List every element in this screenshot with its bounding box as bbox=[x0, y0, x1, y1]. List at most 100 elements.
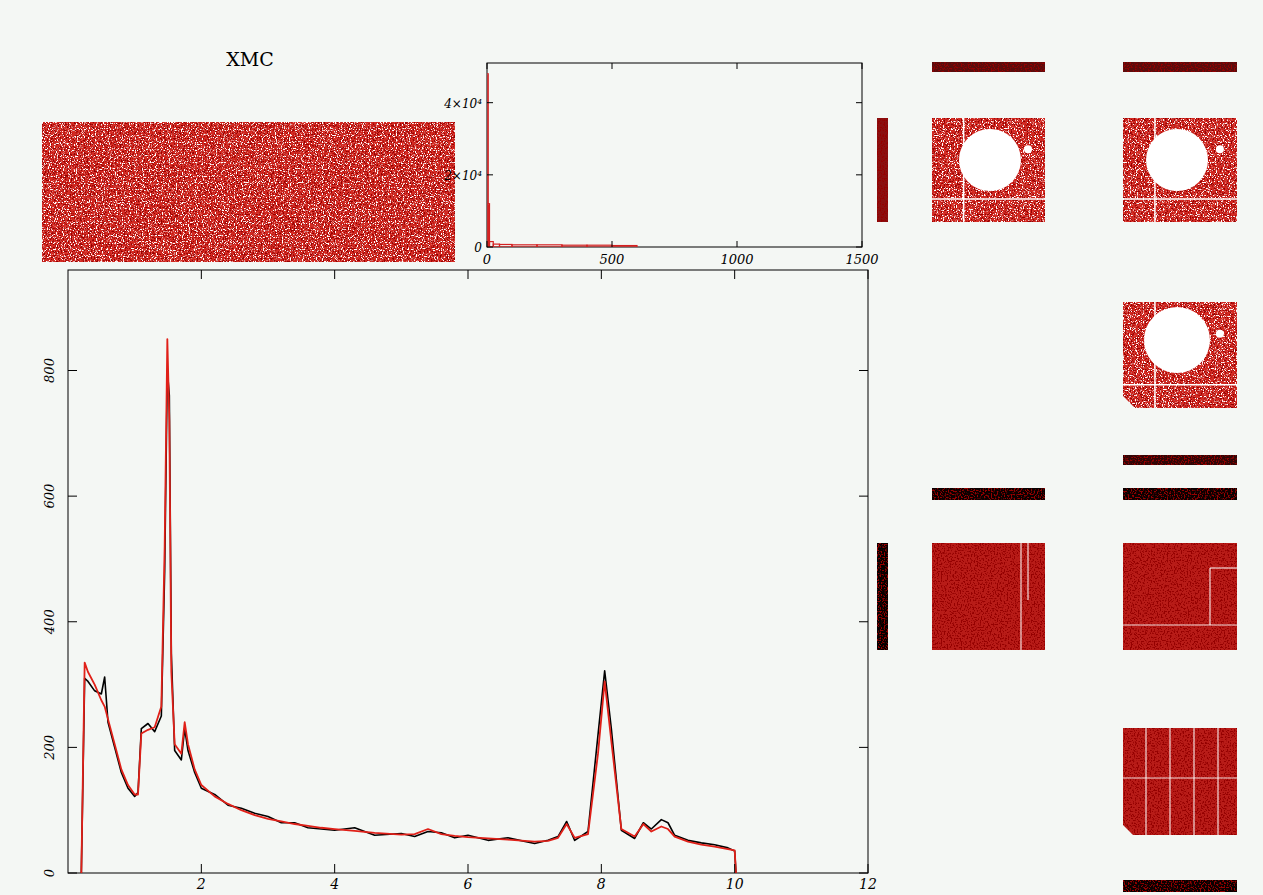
x-tick-label: 10 bbox=[726, 876, 744, 892]
image-noise-dark bbox=[932, 488, 1045, 500]
x-tick bbox=[334, 864, 335, 873]
ccd-image bbox=[1123, 543, 1237, 650]
y-tick-label: 200 bbox=[42, 735, 57, 761]
image-base bbox=[932, 543, 1045, 650]
ccd-gap bbox=[1123, 198, 1237, 200]
y-tick bbox=[68, 370, 77, 371]
y-tick bbox=[68, 496, 77, 497]
y-tick bbox=[487, 174, 493, 175]
image-noise-dark bbox=[932, 62, 1045, 72]
ccd-hole bbox=[1144, 307, 1210, 373]
histogram-bar bbox=[488, 204, 489, 247]
image-noise-dark bbox=[1123, 880, 1237, 892]
spectrum-lines bbox=[81, 339, 736, 873]
data-line bbox=[81, 371, 736, 874]
ccd-gap bbox=[1210, 567, 1237, 568]
x-tick bbox=[487, 63, 488, 69]
x-tick bbox=[601, 864, 602, 873]
histogram-bar bbox=[537, 245, 562, 247]
ccd-gap bbox=[1123, 384, 1237, 386]
ccd-hole bbox=[959, 129, 1021, 191]
x-tick bbox=[201, 270, 202, 279]
ccd-strip bbox=[877, 118, 888, 222]
y-tick-label: 600 bbox=[42, 484, 57, 509]
ccd-strip bbox=[1123, 62, 1237, 72]
image-base bbox=[932, 62, 1045, 72]
image-base bbox=[932, 488, 1045, 500]
ccd-gap bbox=[963, 118, 965, 222]
image-noise-dark bbox=[932, 118, 1045, 222]
plot-frame bbox=[68, 270, 868, 873]
x-tick bbox=[468, 864, 469, 873]
ccd-image bbox=[932, 118, 1045, 222]
y-tick bbox=[859, 370, 868, 371]
histogram-bar bbox=[500, 244, 513, 247]
histogram-bar bbox=[493, 244, 499, 247]
image-noise-dark bbox=[1123, 302, 1237, 408]
x-tick-label: 500 bbox=[600, 252, 625, 267]
ccd-gap bbox=[1169, 728, 1170, 835]
image-base bbox=[877, 543, 888, 650]
x-tick bbox=[601, 270, 602, 279]
y-tick bbox=[487, 247, 493, 248]
page: XMC05001000150002×10⁴4×10⁴24681012020040… bbox=[0, 0, 1263, 895]
x-tick bbox=[862, 241, 863, 247]
ccd-gap bbox=[1193, 728, 1194, 835]
y-tick bbox=[859, 873, 868, 874]
x-tick bbox=[612, 241, 613, 247]
image-noise-light bbox=[1123, 302, 1237, 408]
ccd-gap bbox=[1027, 543, 1028, 600]
image-base bbox=[877, 118, 888, 222]
ccd-strip bbox=[932, 62, 1045, 72]
image-noise-dark bbox=[1123, 728, 1237, 835]
y-tick-label: 400 bbox=[42, 609, 57, 635]
image-base bbox=[42, 122, 455, 262]
image-noise-dark bbox=[1123, 118, 1237, 222]
ccd-strip bbox=[1123, 488, 1237, 500]
ccd-gap bbox=[1154, 118, 1156, 222]
x-tick-label: 6 bbox=[464, 876, 473, 892]
y-tick bbox=[68, 621, 77, 622]
ccd-strip bbox=[932, 488, 1045, 500]
ccd-image bbox=[1123, 728, 1237, 835]
ccd-gap bbox=[1217, 728, 1218, 835]
histogram-bar bbox=[612, 246, 637, 247]
x-tick-label: 4 bbox=[329, 876, 339, 892]
ccd-spot bbox=[1024, 145, 1032, 153]
x-tick bbox=[487, 241, 488, 247]
y-tick-label: 800 bbox=[42, 358, 57, 383]
y-tick bbox=[856, 174, 862, 175]
ccd-gap bbox=[1145, 728, 1146, 835]
image-noise-dark bbox=[932, 543, 1045, 650]
image-base bbox=[1123, 455, 1237, 465]
x-tick-label: 12 bbox=[859, 876, 877, 892]
y-tick bbox=[859, 747, 868, 748]
image-noise-dark bbox=[1123, 455, 1237, 465]
x-tick-label: 2 bbox=[196, 876, 206, 892]
y-tick-label: 2×10⁴ bbox=[443, 169, 482, 183]
image-base bbox=[1123, 118, 1237, 222]
image-noise-dark bbox=[42, 122, 455, 262]
image-noise-dark bbox=[877, 543, 888, 650]
y-tick bbox=[859, 496, 868, 497]
x-tick bbox=[468, 270, 469, 279]
ccd-image bbox=[1123, 302, 1237, 408]
image-base bbox=[1123, 62, 1237, 72]
x-tick bbox=[737, 63, 738, 69]
ccd-image bbox=[1123, 118, 1237, 222]
ccd-spot bbox=[1216, 145, 1224, 153]
x-tick bbox=[201, 864, 202, 873]
y-tick bbox=[68, 873, 77, 874]
y-tick bbox=[856, 102, 862, 103]
sky-image bbox=[42, 122, 455, 262]
image-noise-light bbox=[42, 122, 455, 262]
image-base bbox=[1123, 543, 1237, 650]
image-base bbox=[1123, 488, 1237, 500]
image-base bbox=[1123, 302, 1237, 408]
ccd-gap bbox=[1123, 624, 1237, 625]
ccd-gap bbox=[1209, 568, 1210, 625]
x-tick bbox=[734, 864, 735, 873]
ccd-strip bbox=[877, 543, 888, 650]
image-base bbox=[1123, 880, 1237, 892]
histogram-bar bbox=[562, 245, 587, 247]
